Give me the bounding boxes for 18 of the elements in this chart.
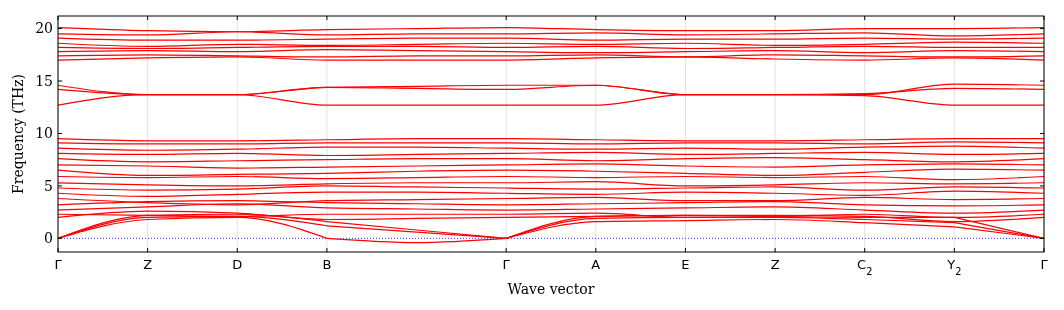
y-tick-label: 15 — [35, 72, 53, 89]
x-tick-label: Z — [770, 257, 780, 272]
y-tick-label: 20 — [35, 20, 53, 37]
y-tick-label: 0 — [44, 230, 53, 247]
x-tick-label: Γ — [502, 257, 511, 272]
x-tick-label: A — [591, 257, 601, 272]
x-tick-label: Y$_{2}$ — [946, 257, 962, 277]
x-tick-label: E — [681, 257, 690, 272]
y-tick-label: 10 — [35, 125, 53, 142]
x-tick-label: D — [232, 257, 243, 272]
x-axis-title: Wave vector — [507, 281, 595, 297]
x-tick-label: C$_{2}$ — [857, 257, 873, 277]
y-tick-label: 5 — [44, 177, 53, 194]
x-tick-label: Γ — [1040, 257, 1049, 272]
y-axis-title: Frequency (THz) — [10, 73, 26, 195]
x-tick-label: B — [322, 257, 332, 272]
x-tick-label: Γ — [54, 257, 63, 272]
x-tick-label: Z — [143, 257, 153, 272]
